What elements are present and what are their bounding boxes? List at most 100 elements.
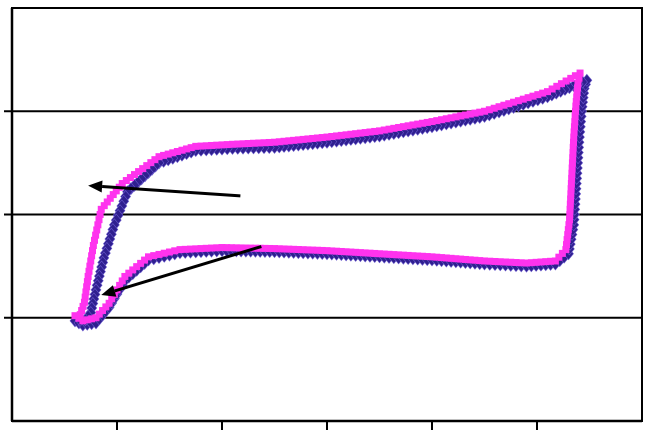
data-point — [145, 253, 152, 261]
data-point — [275, 138, 283, 146]
data-point — [102, 303, 110, 311]
data-point — [452, 113, 460, 121]
data-point — [228, 244, 236, 252]
data-point — [380, 126, 388, 134]
data-point — [79, 317, 87, 325]
data-point — [395, 123, 403, 131]
data-point — [137, 259, 145, 267]
arrow-head — [88, 180, 103, 193]
data-point — [361, 129, 369, 137]
data-point — [548, 85, 556, 93]
data-point — [82, 288, 90, 296]
data-point — [280, 245, 288, 253]
data-point — [566, 205, 574, 213]
data-point — [371, 249, 379, 257]
data-point — [371, 127, 379, 135]
data-point — [323, 133, 331, 141]
data-point — [366, 128, 374, 136]
data-point — [87, 257, 95, 265]
data-point — [337, 247, 345, 255]
data-point — [192, 245, 200, 253]
data-point — [271, 138, 278, 146]
data-point — [76, 311, 84, 319]
data-point — [93, 226, 101, 234]
data-point — [571, 118, 579, 126]
data-point — [510, 98, 518, 106]
data-point — [83, 316, 91, 324]
data-point — [192, 142, 200, 150]
data-point — [100, 202, 108, 210]
data-point — [476, 108, 484, 116]
data-point — [118, 277, 126, 285]
data-point — [481, 107, 488, 115]
data-point — [571, 112, 579, 120]
data-point — [85, 267, 93, 275]
data-point — [337, 131, 345, 139]
data-point — [414, 120, 422, 128]
data-point — [409, 121, 417, 129]
data-point — [457, 112, 465, 120]
data-point — [466, 256, 474, 264]
data-point — [323, 247, 331, 255]
data-point — [187, 144, 195, 152]
data-point — [385, 250, 393, 258]
data-point — [527, 259, 535, 267]
series-diamond — [69, 73, 593, 332]
data-point — [567, 74, 575, 82]
series-line — [74, 78, 589, 327]
data-point — [347, 130, 355, 138]
data-point — [569, 138, 577, 146]
data-point — [572, 102, 580, 110]
data-point — [80, 298, 88, 306]
data-point — [250, 139, 257, 147]
data-point — [555, 253, 563, 261]
data-point — [141, 256, 149, 264]
data-point — [471, 256, 479, 264]
data-point — [385, 125, 393, 133]
data-point — [202, 142, 210, 150]
data-point — [131, 171, 138, 179]
data-point — [380, 250, 388, 258]
data-point — [94, 221, 102, 229]
data-point — [83, 283, 91, 291]
data-point — [485, 106, 493, 114]
data-point — [213, 244, 221, 252]
data-point — [366, 249, 374, 257]
data-point — [79, 302, 87, 310]
data-point — [564, 231, 572, 239]
data-point — [135, 168, 143, 176]
data-point — [78, 307, 86, 315]
data-point — [304, 246, 312, 254]
data-point — [103, 198, 111, 206]
data-point — [568, 164, 576, 172]
data-point — [294, 136, 302, 144]
data-point — [92, 231, 100, 239]
data-point — [569, 154, 577, 162]
data-point — [347, 248, 355, 256]
data-point — [390, 251, 398, 259]
data-point — [361, 249, 369, 257]
data-point — [239, 140, 247, 148]
data-point — [433, 253, 441, 261]
data-point — [280, 137, 288, 145]
data-point — [213, 141, 221, 149]
data-point — [512, 259, 520, 267]
data-point — [318, 246, 326, 254]
data-point — [507, 258, 515, 266]
data-point — [414, 252, 422, 260]
data-point — [342, 131, 350, 139]
data-point — [121, 272, 129, 280]
data-point — [116, 281, 124, 289]
data-point — [218, 244, 226, 252]
data-point — [202, 244, 210, 252]
data-point — [266, 244, 274, 252]
data-point — [567, 190, 575, 198]
data-point — [299, 135, 307, 143]
data-point — [218, 141, 226, 149]
series-square — [71, 69, 584, 325]
arrow — [88, 180, 241, 198]
arrow-shaft — [114, 245, 262, 293]
data-point — [557, 80, 565, 88]
data-point — [247, 244, 255, 252]
data-point — [237, 244, 245, 252]
